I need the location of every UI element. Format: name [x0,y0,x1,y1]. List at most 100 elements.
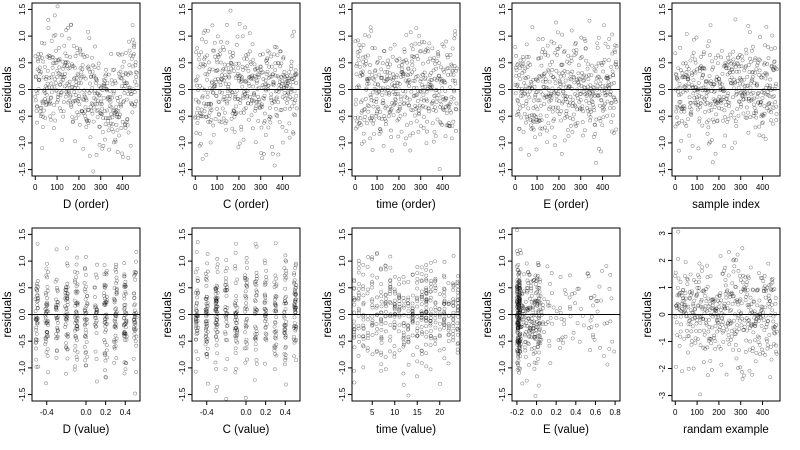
data-point [64,288,69,292]
data-point [554,68,559,73]
data-point [252,90,256,95]
data-point [586,84,590,89]
data-point [213,291,218,296]
data-point [35,306,40,311]
data-point [79,109,84,114]
data-point [433,283,438,288]
data-point [44,306,49,311]
data-point [704,91,709,95]
data-point [109,127,114,131]
data-point [293,300,298,304]
data-point [263,78,268,83]
data-point [532,346,537,350]
data-point [292,354,296,359]
data-point [437,334,442,339]
data-point [253,347,258,352]
data-point [727,292,732,297]
data-point [34,317,38,322]
data-point [292,29,296,34]
data-point [266,125,271,130]
data-point [419,302,424,306]
data-point [80,109,85,114]
data-point [515,313,519,318]
data-point [217,100,222,104]
data-point [441,107,446,112]
data-point [112,361,117,365]
data-point [39,105,44,110]
data-point [424,48,428,53]
data-point [602,107,607,112]
data-point [596,61,601,66]
data-point [53,58,58,63]
y-tick-label: 1.0 [338,255,347,267]
data-point [732,257,736,262]
data-point [133,79,137,84]
y-tick-label: 0.5 [658,57,667,69]
data-point [361,323,365,328]
data-point [759,323,764,328]
data-point [288,90,293,95]
data-point [357,121,362,125]
data-point [515,339,520,343]
data-point [424,364,429,369]
data-point [226,74,231,79]
data-point [224,23,229,27]
data-point [587,101,592,106]
y-tick-label: -0.5 [18,334,27,348]
data-point [412,55,416,60]
data-point [520,291,525,296]
data-point [104,328,108,332]
data-point [689,293,693,297]
data-point [102,338,107,342]
data-point [517,293,521,298]
x-tick-label: 100 [690,408,704,417]
data-point [123,334,127,339]
data-point [224,288,229,293]
data-point [759,304,764,309]
data-point [397,292,402,297]
data-point [524,101,529,106]
data-point [674,109,679,114]
data-point [525,308,530,313]
data-point [594,299,599,303]
data-point [272,345,277,350]
x-tick-label: 0.2 [100,408,112,417]
data-point [533,291,538,296]
data-point [428,333,433,338]
data-point [45,81,50,86]
data-point [527,296,532,301]
data-point [516,323,521,327]
data-point [378,110,383,114]
data-point [769,357,774,362]
data-point [64,306,69,311]
data-point [416,57,420,62]
data-point [100,106,104,111]
data-point [699,297,704,302]
data-point [254,293,259,298]
data-point [748,85,753,90]
data-point [360,73,365,78]
data-point [537,341,542,345]
y-tick-label: -0.5 [178,334,187,348]
data-point [65,331,70,336]
data-point [698,101,703,106]
data-point [434,109,438,113]
data-point [69,85,74,90]
data-point [73,278,77,283]
data-point [539,63,544,68]
data-point [744,328,749,333]
data-point [714,318,719,323]
data-point [43,97,47,101]
data-point [383,117,387,121]
data-point [517,318,522,323]
data-point [682,121,687,126]
data-point [680,306,685,311]
data-point [294,325,299,329]
data-point [214,307,218,312]
data-point [123,284,128,288]
data-point [236,61,241,66]
data-point [538,301,543,305]
data-point [443,89,448,94]
data-point [74,284,79,288]
data-point [364,59,368,63]
